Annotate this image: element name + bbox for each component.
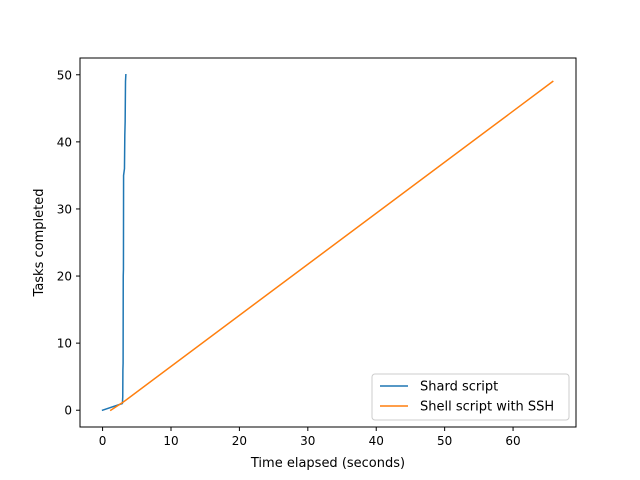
x-axis-ticks: 0 10 20 30 40 50 60: [99, 427, 521, 448]
legend-label-shard-script: Shard script: [420, 380, 498, 395]
y-tick-label: 30: [57, 202, 72, 216]
legend-label-shell-script-with-ssh: Shell script with SSH: [420, 400, 554, 415]
y-axis-ticks: 0 10 20 30 40 50: [57, 68, 80, 418]
y-tick-label: 0: [64, 404, 72, 418]
legend: Shard script Shell script with SSH: [371, 373, 570, 421]
x-tick-label: 0: [99, 434, 107, 448]
x-tick-label: 30: [300, 434, 315, 448]
series-line-shell-script-with-ssh: [109, 80, 554, 412]
y-tick-label: 10: [57, 337, 72, 351]
plot-lines: [101, 73, 554, 412]
plot-area-frame: [79, 57, 577, 428]
y-tick-label: 20: [57, 270, 72, 284]
y-axis-label: Tasks completed: [32, 189, 47, 298]
x-tick-label: 40: [369, 434, 384, 448]
y-tick-label: 40: [57, 135, 72, 149]
x-tick-label: 60: [505, 434, 520, 448]
y-tick-label: 50: [57, 68, 72, 82]
x-tick-label: 10: [163, 434, 178, 448]
x-axis-label: Time elapsed (seconds): [250, 456, 405, 471]
x-tick-label: 50: [437, 434, 452, 448]
x-tick-label: 20: [232, 434, 247, 448]
series-line-shard-script: [101, 73, 127, 412]
legend-box: [371, 373, 570, 421]
